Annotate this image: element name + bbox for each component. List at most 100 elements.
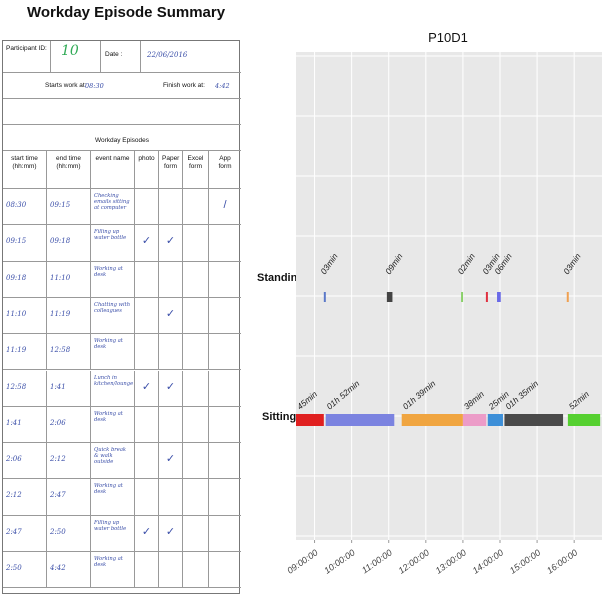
table-row-6-paper: [159, 406, 183, 444]
table-row-1-start: 09:15: [3, 225, 47, 262]
y-label-sitting: Sitting: [262, 411, 297, 423]
table-row-5-event: Lunch in kitchen/lounge: [91, 370, 135, 407]
table-row-9-end: 2:50: [47, 515, 91, 552]
table-row-1-paper: ✓: [159, 225, 183, 262]
table-row-4-start: 11:19: [3, 334, 47, 371]
table-row-10-photo: [135, 552, 159, 589]
table-row-6-photo: [135, 406, 159, 444]
table-row-6-app: [209, 407, 241, 444]
table-row-0-paper: [159, 189, 183, 226]
table-row-3-excel: [183, 297, 209, 335]
table-row-4-excel: [183, 334, 209, 371]
table-row-1-app: [209, 225, 241, 262]
table-row-6-excel: [183, 406, 209, 444]
x-tick-label: 11:00:00: [360, 547, 394, 575]
date-label: Date :: [101, 41, 141, 73]
participant-label: Participant ID:: [3, 41, 51, 73]
table-row-7-excel: [183, 443, 209, 480]
col-event-header: event name: [91, 151, 135, 189]
sitting-bar: [401, 414, 463, 426]
col-photo-header: photo: [135, 151, 159, 189]
table-row-6-start: 1:41: [3, 406, 47, 444]
x-tick-label: 15:00:00: [508, 547, 542, 575]
table-row-5-app: [209, 371, 241, 407]
x-tick-label: 13:00:00: [434, 547, 468, 575]
form-title: Workday Episode Summary: [26, 4, 226, 21]
table-row-7-app: [209, 443, 241, 480]
table-row-7-event: Quick break & walk outside: [91, 443, 135, 480]
table-row-2-paper: [159, 261, 183, 298]
table-row-7-start: 2:06: [3, 443, 47, 480]
table-row-8-paper: [159, 479, 183, 516]
table-row-0-event: Checking emails sitting at computer: [91, 189, 135, 226]
table-row-0-photo: [135, 189, 159, 226]
sitting-bar: [296, 414, 324, 426]
table-row-10-start: 2:50: [3, 552, 47, 589]
col-paper-header: Paper form: [159, 151, 183, 189]
standing-bar: [497, 292, 501, 302]
table-row-10-event: Working at desk: [91, 552, 135, 589]
table-row-3-app: [209, 298, 241, 335]
table-row-1-photo: ✓: [135, 225, 159, 262]
table-row-6-end: 2:06: [47, 406, 91, 444]
x-tick-label: 14:00:00: [471, 547, 505, 575]
table-row-8-photo: [135, 479, 159, 516]
table-row-9-start: 2:47: [3, 515, 47, 552]
table-row-4-end: 12:58: [47, 334, 91, 371]
sitting-bar: [487, 414, 503, 426]
work-times-row: Starts work at: 08:30 Finish work at: 4:42: [3, 73, 241, 99]
sitting-bar: [504, 414, 564, 426]
table-row-1-end: 09:18: [47, 225, 91, 262]
table-row-3-photo: [135, 297, 159, 335]
table-row-9-photo: ✓: [135, 515, 159, 552]
finish-label: Finish work at:: [163, 82, 205, 89]
table-row-1-excel: [183, 225, 209, 262]
table-row-4-event: Working at desk: [91, 334, 135, 371]
sitting-bar: [567, 414, 601, 426]
col-end-header: end time (hh:mm): [47, 151, 91, 189]
col-app-header: App form: [209, 151, 241, 189]
table-row-7-end: 2:12: [47, 443, 91, 480]
table-row-10-end: 4:42: [47, 552, 91, 589]
standing-bar: [566, 292, 569, 302]
table-row-0-excel: [183, 189, 209, 226]
starts-label: Starts work at:: [45, 82, 87, 89]
table-row-2-photo: [135, 261, 159, 298]
chart-title: P10D1: [428, 30, 468, 45]
finish-value: 4:42: [215, 82, 230, 90]
table-row-8-start: 2:12: [3, 479, 47, 516]
table-row-2-app: [209, 262, 241, 298]
date-value: 22/06/2016: [141, 41, 241, 73]
table-row-3-end: 11:19: [47, 297, 91, 335]
x-tick-label: 09:00:00: [285, 547, 319, 575]
table-row-0-app: /: [209, 189, 241, 226]
table-row-8-excel: [183, 479, 209, 516]
table-row-2-excel: [183, 261, 209, 298]
col-start-header: start time (hh:mm): [3, 151, 47, 189]
table-row-3-event: Chatting with colleagues: [91, 297, 135, 335]
table-row-4-paper: [159, 334, 183, 371]
table-row-2-end: 11:10: [47, 261, 91, 298]
table-row-2-start: 09:18: [3, 261, 47, 298]
x-tick-label: 16:00:00: [545, 547, 579, 575]
standing-bar: [323, 292, 326, 302]
table-row-2-event: Working at desk: [91, 261, 135, 298]
table-row-9-paper: ✓: [159, 515, 183, 552]
starts-value: 08:30: [85, 82, 104, 90]
table-row-8-event: Working at desk: [91, 479, 135, 516]
col-excel-header: Excel form: [183, 151, 209, 189]
table-row-5-excel: [183, 370, 209, 407]
table-row-10-excel: [183, 552, 209, 589]
standing-bar: [485, 292, 488, 302]
table-row-0-end: 09:15: [47, 189, 91, 226]
table-row-1-event: Filling up water bottle: [91, 225, 135, 262]
episode-form: Participant ID: 10 Date :22/06/2016 Starts …: [2, 40, 241, 594]
table-row-9-app: [209, 516, 241, 552]
table-row-3-start: 11:10: [3, 297, 47, 335]
sitting-bar: [462, 414, 487, 426]
blank-row: [3, 99, 241, 125]
sitting-bar: [325, 414, 395, 426]
table-row-4-photo: [135, 334, 159, 371]
x-tick-label: 10:00:00: [322, 547, 356, 575]
